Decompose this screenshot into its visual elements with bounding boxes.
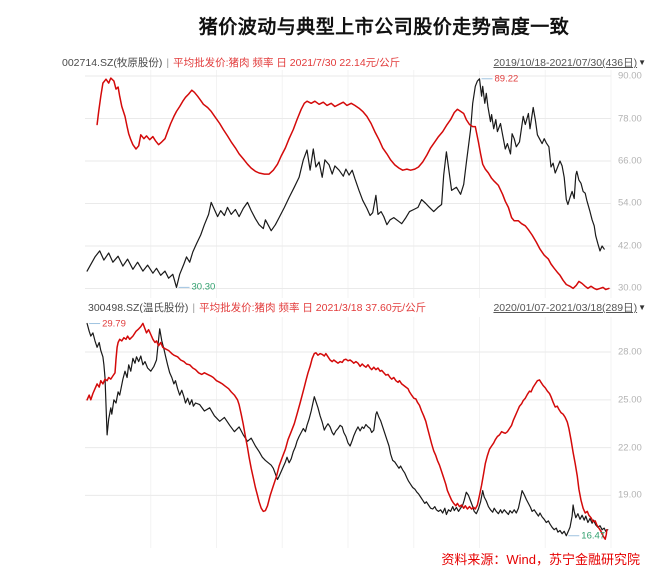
chart2-header: 300498.SZ(温氏股份) | 平均批发价:猪肉 频率 日 2021/3/18 … bbox=[88, 302, 646, 314]
max-value-label: 89.22 bbox=[494, 73, 519, 85]
chart2-legend: 300498.SZ(温氏股份) | 平均批发价:猪肉 频率 日 2021/3/18 … bbox=[88, 302, 426, 314]
date-range-dropdown[interactable]: 2019/10/18-2021/07/30(436日)▼ bbox=[493, 57, 646, 69]
chart2-plot-area: 28.00 25.00 22.00 19.00 29.79 16.47 bbox=[0, 317, 650, 548]
y-axis-label: 19.00 bbox=[618, 489, 642, 501]
y-axis-label: 25.00 bbox=[618, 394, 642, 406]
date-range-label: 2019/10/18-2021/07/30(436日) bbox=[493, 57, 638, 69]
chevron-down-icon: ▼ bbox=[638, 303, 646, 312]
chart1-legend: 002714.SZ(牧原股份) | 平均批发价:猪肉 频率 日 2021/7/30 … bbox=[62, 57, 400, 69]
date-range-dropdown[interactable]: 2020/01/07-2021/03/18(289日)▼ bbox=[493, 302, 646, 314]
y-axis-label: 90.00 bbox=[618, 70, 642, 82]
y-axis-label: 54.00 bbox=[618, 197, 642, 209]
min-value-label: 30.30 bbox=[191, 281, 216, 293]
y-axis-label: 42.00 bbox=[618, 240, 642, 252]
chart-canvas bbox=[85, 70, 612, 298]
min-value-label: 16.47 bbox=[581, 530, 606, 542]
y-axis-label: 30.00 bbox=[618, 282, 642, 294]
stock-price-line bbox=[86, 322, 609, 537]
source-note: 资料来源：Wind，苏宁金融研究院 bbox=[441, 552, 640, 567]
legend-separator: | bbox=[192, 302, 196, 314]
chart-canvas bbox=[85, 317, 612, 548]
indicator-label: 平均批发价:猪肉 频率 日 2021/7/30 22.14元/公斤 bbox=[173, 57, 401, 69]
pork-price-line bbox=[96, 77, 610, 291]
date-range-label: 2020/01/07-2021/03/18(289日) bbox=[493, 302, 638, 314]
stock-price-line bbox=[86, 78, 605, 288]
page-title: 猪价波动与典型上市公司股价走势高度一致 bbox=[198, 17, 570, 38]
y-axis-label: 78.00 bbox=[618, 113, 642, 124]
chevron-down-icon: ▼ bbox=[638, 58, 646, 67]
y-axis-label: 66.00 bbox=[618, 155, 642, 167]
pork-price-line bbox=[86, 322, 608, 540]
indicator-label: 平均批发价:猪肉 频率 日 2021/3/18 37.60元/公斤 bbox=[199, 302, 427, 314]
security-label: 300498.SZ(温氏股份) bbox=[88, 302, 189, 314]
y-axis-label: 28.00 bbox=[618, 346, 642, 358]
security-label: 002714.SZ(牧原股份) bbox=[62, 57, 163, 69]
chart1-plot-area: 90.00 78.00 66.00 54.00 42.00 30.00 89.22 30.30 bbox=[0, 70, 650, 298]
chart1-header: 002714.SZ(牧原股份) | 平均批发价:猪肉 频率 日 2021/7/30 … bbox=[62, 57, 646, 69]
y-axis-label: 22.00 bbox=[618, 442, 642, 454]
legend-separator: | bbox=[166, 57, 170, 69]
max-value-label: 29.79 bbox=[102, 318, 126, 330]
